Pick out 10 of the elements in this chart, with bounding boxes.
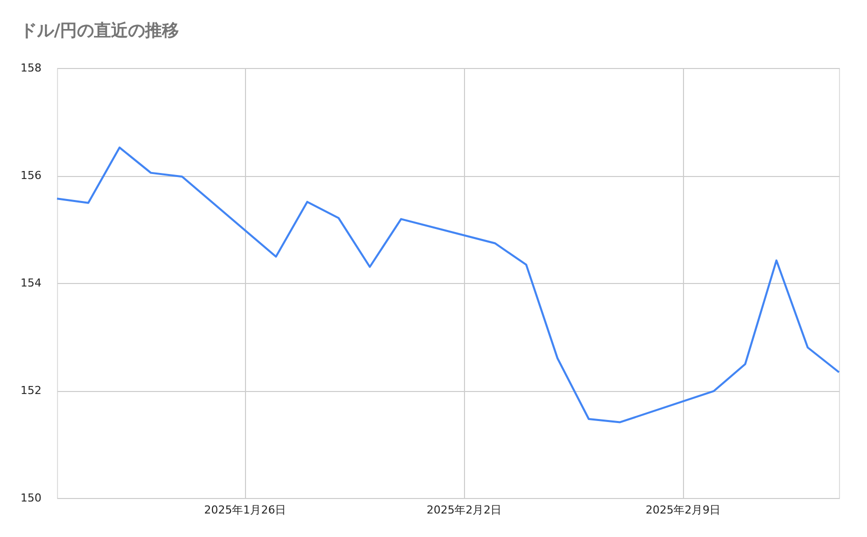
chart-title: ドル/円の直近の推移 xyxy=(20,21,180,41)
line-series xyxy=(56,146,840,424)
y-tick-label: 150 xyxy=(20,492,42,504)
y-tick-label: 152 xyxy=(20,384,42,397)
y-tick-label: 158 xyxy=(20,62,42,74)
x-tick-label: 2025年2月9日 xyxy=(646,504,721,516)
x-tick-label: 2025年1月26日 xyxy=(204,504,286,516)
y-tick-label: 156 xyxy=(20,169,42,182)
x-tick-label: 2025年2月2日 xyxy=(426,504,502,516)
y-tick-label: 154 xyxy=(20,276,42,290)
